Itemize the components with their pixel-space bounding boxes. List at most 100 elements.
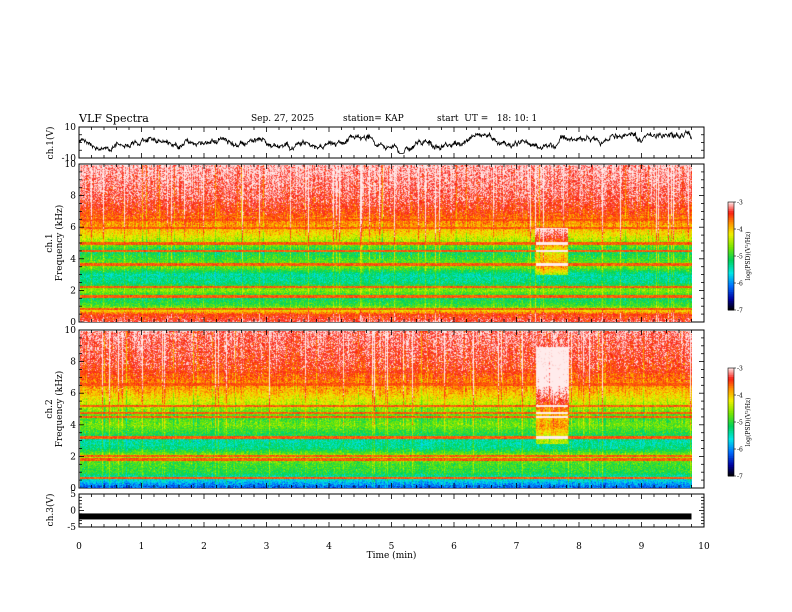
- colorbar-swatch: [728, 467, 734, 470]
- colorbar-swatch: [728, 436, 734, 439]
- colorbar-swatch: [728, 400, 734, 403]
- ch1-spectrogram-ylabel-line: Frequency (kHz): [54, 205, 65, 282]
- colorbar-swatch: [728, 232, 734, 235]
- colorbar-swatch: [728, 387, 734, 391]
- x-tick-label: 5: [389, 542, 395, 552]
- colorbar-swatch: [728, 404, 734, 407]
- colorbar-tick-label: -3: [737, 366, 743, 373]
- x-tick-label: 1: [139, 542, 145, 552]
- ch1-waveform-ylabel: ch.1(V): [45, 127, 56, 160]
- ch1-colorbar: -3 -4 -5 -6 -7 log(PSD)(V²/Hz): [727, 200, 752, 315]
- colorbar-swatch: [728, 407, 734, 410]
- colorbar-swatch: [728, 458, 734, 461]
- colorbar-swatch: [728, 207, 734, 210]
- colorbar-swatch: [728, 223, 734, 226]
- colorbar-swatch: [728, 375, 734, 378]
- colorbar-swatch: [728, 304, 734, 307]
- x-tick-label: 6: [451, 542, 457, 552]
- colorbar-swatch: [728, 225, 734, 228]
- colorbar-tick-label: -4: [737, 393, 743, 400]
- colorbar-swatch: [728, 463, 734, 466]
- colorbar-swatch: [728, 230, 734, 234]
- colorbar-swatch: [728, 248, 734, 252]
- colorbar-swatch: [728, 398, 734, 401]
- colorbar-swatch: [728, 409, 734, 412]
- start-time-label: start UT = 18: 10: 1: [437, 114, 538, 124]
- colorbar-swatch: [728, 432, 734, 436]
- colorbar-swatch: [728, 266, 734, 270]
- ch1-spectrogram-image: [80, 165, 692, 322]
- y-tick-label: 5: [70, 490, 76, 500]
- colorbar-swatch: [728, 245, 734, 248]
- x-tick-label: 2: [201, 542, 207, 552]
- colorbar-swatch: [728, 216, 734, 219]
- colorbar-swatch: [728, 292, 734, 295]
- y-tick-label: 4: [70, 255, 76, 265]
- colorbar-swatch: [728, 378, 734, 382]
- ch1-spectrogram-ylabel: ch.1Frequency (kHz): [45, 205, 65, 282]
- colorbar-swatch: [728, 302, 734, 306]
- colorbar-swatch: [728, 380, 734, 383]
- colorbar-swatch: [728, 470, 734, 473]
- x-tick-label: 0: [76, 542, 82, 552]
- colorbar-swatch: [728, 265, 734, 268]
- colorbar-swatch: [728, 229, 734, 232]
- colorbar-swatch: [728, 218, 734, 221]
- ch2-colorbar: -3 -4 -5 -6 -7 log(PSD)(V²/Hz): [727, 366, 752, 481]
- colorbar-swatch: [728, 452, 734, 455]
- y-tick-label: 10: [65, 123, 77, 133]
- station-label: station= KAP: [343, 114, 404, 124]
- y-tick-label: 8: [70, 192, 76, 202]
- x-tick-label: 10: [698, 542, 710, 552]
- ch3-waveform-band: [79, 513, 692, 520]
- colorbar-swatch: [728, 422, 734, 425]
- colorbar-swatch: [728, 261, 734, 264]
- chart-title: VLF Spectra: [79, 112, 149, 125]
- colorbar-swatch: [728, 402, 734, 405]
- y-tick-label: 2: [70, 286, 76, 296]
- colorbar-swatch: [728, 286, 734, 289]
- colorbar-swatch: [728, 405, 734, 409]
- colorbar-swatch: [728, 427, 734, 430]
- colorbar-swatch: [728, 413, 734, 416]
- ch2-spectrogram-ylabel-line: Frequency (kHz): [54, 371, 65, 448]
- colorbar-swatch: [728, 277, 734, 280]
- colorbar-tick-label: -3: [737, 200, 743, 207]
- colorbar-swatch: [728, 203, 734, 207]
- colorbar-swatch: [728, 418, 734, 421]
- colorbar-swatch: [728, 209, 734, 212]
- ch2-spectrogram-image: [80, 331, 692, 488]
- colorbar-swatch: [728, 420, 734, 423]
- colorbar-tick-label: -5: [737, 254, 743, 261]
- colorbar-tick-label: -6: [737, 447, 743, 454]
- colorbar-swatch: [728, 438, 734, 441]
- colorbar-swatch: [728, 290, 734, 293]
- colorbar-swatch: [728, 308, 734, 311]
- ch3-waveform-ylabel: ch.3(V): [45, 494, 56, 527]
- x-axis-label: Time (min): [367, 550, 417, 561]
- ch2-spectrogram-ylabel: ch.2Frequency (kHz): [45, 371, 65, 448]
- colorbar-swatch: [728, 241, 734, 244]
- colorbar-swatch: [728, 389, 734, 392]
- y-tick-label: 0: [70, 484, 76, 494]
- y-tick-label: 10: [65, 326, 77, 336]
- ch1-waveform-trace: [78, 129, 692, 154]
- colorbar-swatch: [728, 373, 734, 376]
- colorbar-swatch: [728, 440, 734, 443]
- colorbar-swatch: [728, 214, 734, 217]
- colorbar-swatch: [728, 288, 734, 291]
- y-tick-label: 10: [65, 160, 77, 170]
- colorbar-swatch: [728, 434, 734, 437]
- colorbar-swatch: [728, 238, 734, 241]
- colorbar-swatch: [728, 454, 734, 457]
- ch1-waveform-line: [78, 129, 692, 154]
- ch2-spectrogram-ylabel-line: ch.2: [45, 399, 55, 418]
- colorbar-swatch: [728, 205, 734, 208]
- colorbar-tick-label: -6: [737, 281, 743, 288]
- colorbar-swatch: [728, 441, 734, 445]
- colorbar-swatch: [728, 411, 734, 414]
- ch3-waveform-trace: [79, 513, 692, 520]
- colorbar-swatch: [728, 474, 734, 477]
- date-label: Sep. 27, 2025: [251, 114, 315, 124]
